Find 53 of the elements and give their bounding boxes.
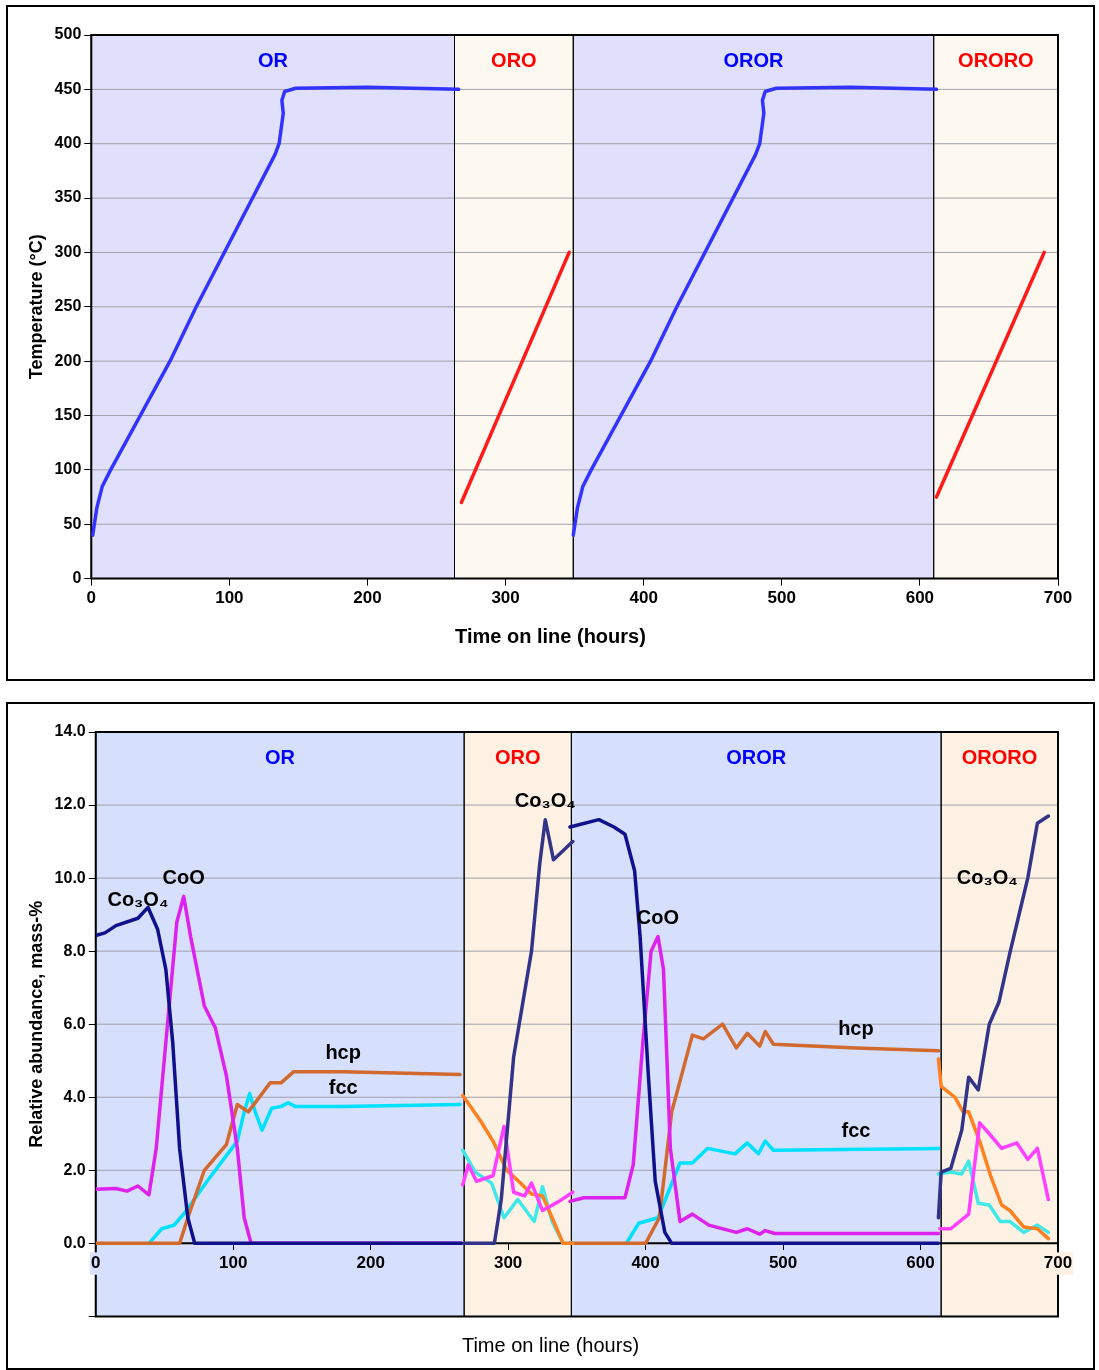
- y-tick-label: 14.0: [54, 722, 86, 740]
- annotation: Co₃O₄: [107, 887, 169, 910]
- x-tick-label: 500: [768, 1253, 798, 1273]
- x-tick-label: 300: [491, 588, 520, 608]
- y-tick-label: 12.0: [54, 795, 86, 813]
- y-tick-label: 4.0: [63, 1087, 86, 1105]
- y-tick-label: 300: [54, 242, 82, 260]
- annotation: Co₃O₄: [956, 865, 1018, 888]
- annotation: hcp: [838, 1017, 874, 1040]
- y-tick-label: 150: [54, 405, 82, 423]
- y-tick-label: 8.0: [63, 941, 86, 959]
- x-tick-label: 0: [91, 1253, 101, 1273]
- y-tick-label: 10.0: [54, 868, 86, 886]
- x-tick-label: 600: [905, 588, 935, 608]
- x-tick-label: 100: [219, 1253, 248, 1273]
- x-tick-label: 200: [353, 588, 382, 608]
- band-label: ORO: [494, 745, 541, 768]
- y-tick-label: 6.0: [63, 1014, 86, 1032]
- y-tick-label: 250: [54, 297, 82, 315]
- y-tick-label: 350: [54, 188, 82, 206]
- y-tick-label: 0: [72, 569, 82, 587]
- band-label: OROR: [723, 48, 785, 71]
- y-tick-label: 50: [63, 514, 82, 532]
- x-tick-label: 700: [1043, 588, 1073, 608]
- y-tick-label: 100: [54, 460, 82, 478]
- y-tick-label: 450: [54, 79, 82, 97]
- x-axis-title: Time on line (hours): [460, 1334, 641, 1357]
- y-axis-title: Relative abundance, mass-%: [25, 900, 46, 1148]
- x-tick-label: 400: [629, 588, 658, 608]
- band-label: OR: [257, 48, 289, 71]
- x-axis-title: Time on line (hours): [454, 625, 647, 648]
- band-label: OR: [264, 745, 296, 768]
- band-label: ORO: [491, 48, 537, 71]
- x-tick-label: 600: [906, 1253, 935, 1273]
- band-label: OROR: [726, 745, 787, 768]
- annotation: fcc: [841, 1119, 871, 1141]
- band-label: ORORO: [961, 745, 1038, 768]
- x-tick-label: 300: [493, 1253, 523, 1273]
- y-tick-label: 2.0: [63, 1160, 86, 1178]
- annotation: CoO: [162, 865, 205, 888]
- x-tick-label: 700: [1043, 1253, 1073, 1273]
- x-tick-label: 100: [215, 588, 244, 608]
- y-tick-label: 400: [54, 134, 82, 152]
- x-tick-label: 400: [631, 1253, 660, 1273]
- annotation: fcc: [328, 1075, 358, 1098]
- y-tick-label: 500: [54, 25, 82, 43]
- y-tick-label: 200: [54, 351, 82, 369]
- y-tick-label: 0.0: [63, 1233, 86, 1251]
- y-axis-title: Temperature (°C): [25, 234, 46, 380]
- x-tick-label: 200: [356, 1253, 385, 1273]
- x-tick-label: 500: [767, 588, 796, 608]
- band-label: ORORO: [958, 48, 1034, 71]
- annotation: hcp: [325, 1041, 361, 1064]
